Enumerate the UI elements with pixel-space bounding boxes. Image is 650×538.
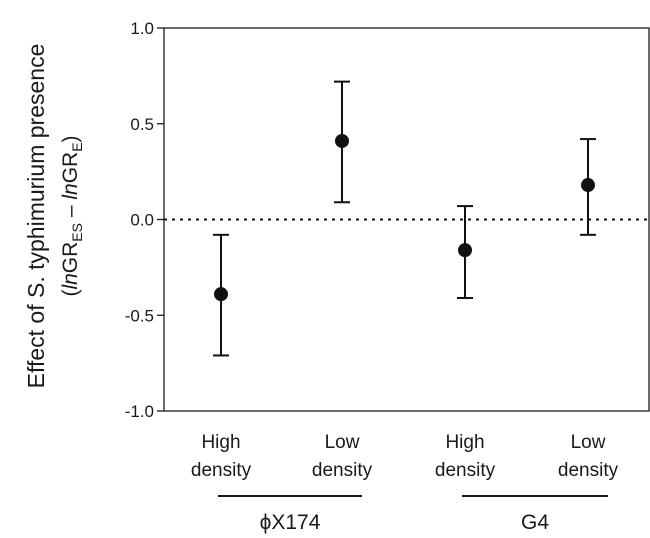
y-axis-title: Effect of S. typhimurium presence (lnGRE… [23,44,85,389]
group-label: G4 [521,511,549,534]
y-tick-label: -0.5 [125,306,154,325]
data-point [335,133,349,148]
plot-area: 1.0 0.5 0.0 -0.5 -1.0 High density Low density Hi… [125,19,650,534]
x-category-label-line1: High [201,432,240,453]
x-category-label-line2: density [312,460,373,481]
group-label: ϕX174 [260,511,321,534]
data-point [214,287,228,302]
y-tick-label: 1.0 [130,19,154,38]
x-category-label-line2: density [558,460,619,481]
data-point [458,243,472,258]
y-tick-label: 0.0 [130,211,154,230]
x-category-label-line1: Low [571,432,606,453]
data-point [581,178,595,193]
y-axis-title-formula: (lnGRES – lnGRE) [59,135,85,296]
y-tick-label: -1.0 [125,402,154,421]
y-tick-label: 0.5 [130,115,154,134]
x-category-label-line1: Low [325,432,360,453]
x-category-label-line1: High [445,432,484,453]
x-category-label-line2: density [191,460,252,481]
y-axis-title-line1: Effect of S. typhimurium presence [23,44,49,389]
x-category-label-line2: density [435,460,496,481]
